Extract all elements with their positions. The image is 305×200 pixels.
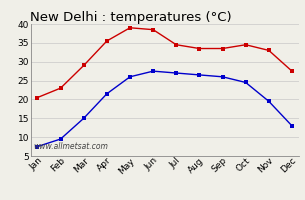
Text: New Delhi : temperatures (°C): New Delhi : temperatures (°C) (30, 11, 232, 24)
Text: www.allmetsat.com: www.allmetsat.com (33, 142, 108, 151)
